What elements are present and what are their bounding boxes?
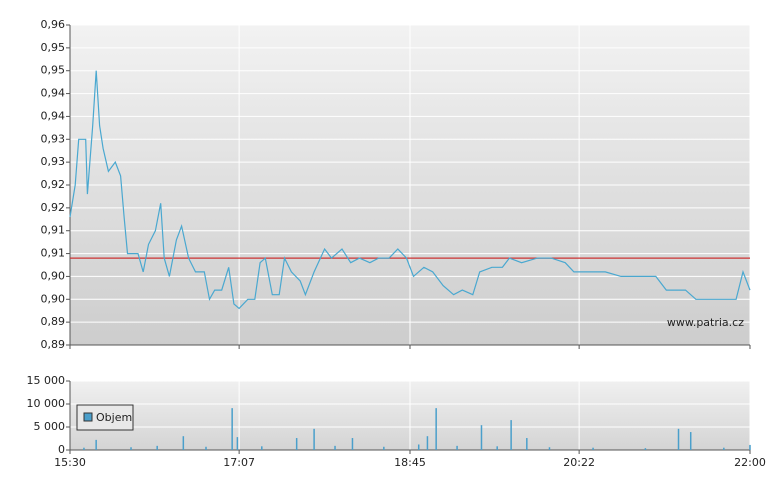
y-tick-label: 0,92	[41, 201, 66, 214]
y-tick-label: 0,91	[41, 224, 66, 237]
watermark: www.patria.cz	[667, 316, 744, 329]
volume-bar	[496, 446, 498, 450]
price-line	[69, 70, 751, 310]
x-tick-label: 15:30	[54, 456, 86, 469]
legend-swatch	[83, 412, 93, 422]
y-tick-label: 0,93	[41, 132, 66, 145]
volume-bar	[205, 446, 207, 450]
volume-bar	[261, 446, 263, 450]
volume-bar	[156, 445, 158, 450]
volume-bar	[130, 447, 132, 450]
y-tick-label: 0,92	[41, 178, 66, 191]
y-tick-label: 0,95	[41, 41, 66, 54]
volume-bar	[182, 436, 185, 450]
volume-bar	[334, 445, 336, 450]
volume-bar	[548, 447, 551, 450]
volume-bar	[723, 447, 725, 450]
y-tick-label: 0	[58, 443, 65, 456]
volume-bar	[383, 446, 385, 450]
volume-bar	[480, 425, 483, 450]
volume-bar	[231, 408, 233, 450]
volume-bar	[295, 438, 298, 450]
volume-bar	[313, 428, 315, 450]
volume-bar	[236, 437, 239, 450]
y-tick-label: 15 000	[27, 374, 66, 387]
volume-bar	[526, 438, 528, 450]
y-tick-label: 0,89	[41, 338, 66, 351]
x-tick-label: 18:45	[394, 456, 426, 469]
y-tick-label: 0,91	[41, 247, 66, 260]
volume-bar	[510, 420, 512, 450]
volume-bar	[456, 445, 458, 450]
volume-bar	[351, 438, 354, 450]
x-tick-label: 20:22	[563, 456, 595, 469]
x-tick-label: 22:00	[734, 456, 766, 469]
volume-bar	[95, 439, 97, 450]
volume-bar	[83, 447, 85, 450]
x-tick-label: 17:07	[223, 456, 255, 469]
volume-bar	[435, 408, 437, 450]
y-tick-label: 0,89	[41, 315, 66, 328]
y-tick-label: 0,94	[41, 87, 66, 100]
y-tick-label: 0,96	[41, 18, 66, 31]
y-tick-label: 10 000	[27, 397, 66, 410]
y-tick-label: 0,93	[41, 155, 66, 168]
y-tick-label: 0,95	[41, 64, 66, 77]
volume-bar	[592, 447, 594, 450]
legend-label: Objem	[96, 411, 132, 424]
volume-bar	[426, 436, 429, 450]
volume-bar	[677, 428, 680, 450]
y-tick-label: 5 000	[34, 420, 66, 433]
volume-bar	[417, 444, 420, 450]
y-tick-label: 0,90	[41, 292, 66, 305]
volume-bar	[644, 448, 647, 450]
volume-bar	[689, 432, 692, 450]
volume-bar	[749, 444, 751, 450]
y-tick-label: 0,90	[41, 269, 66, 282]
y-tick-label: 0,94	[41, 109, 66, 122]
